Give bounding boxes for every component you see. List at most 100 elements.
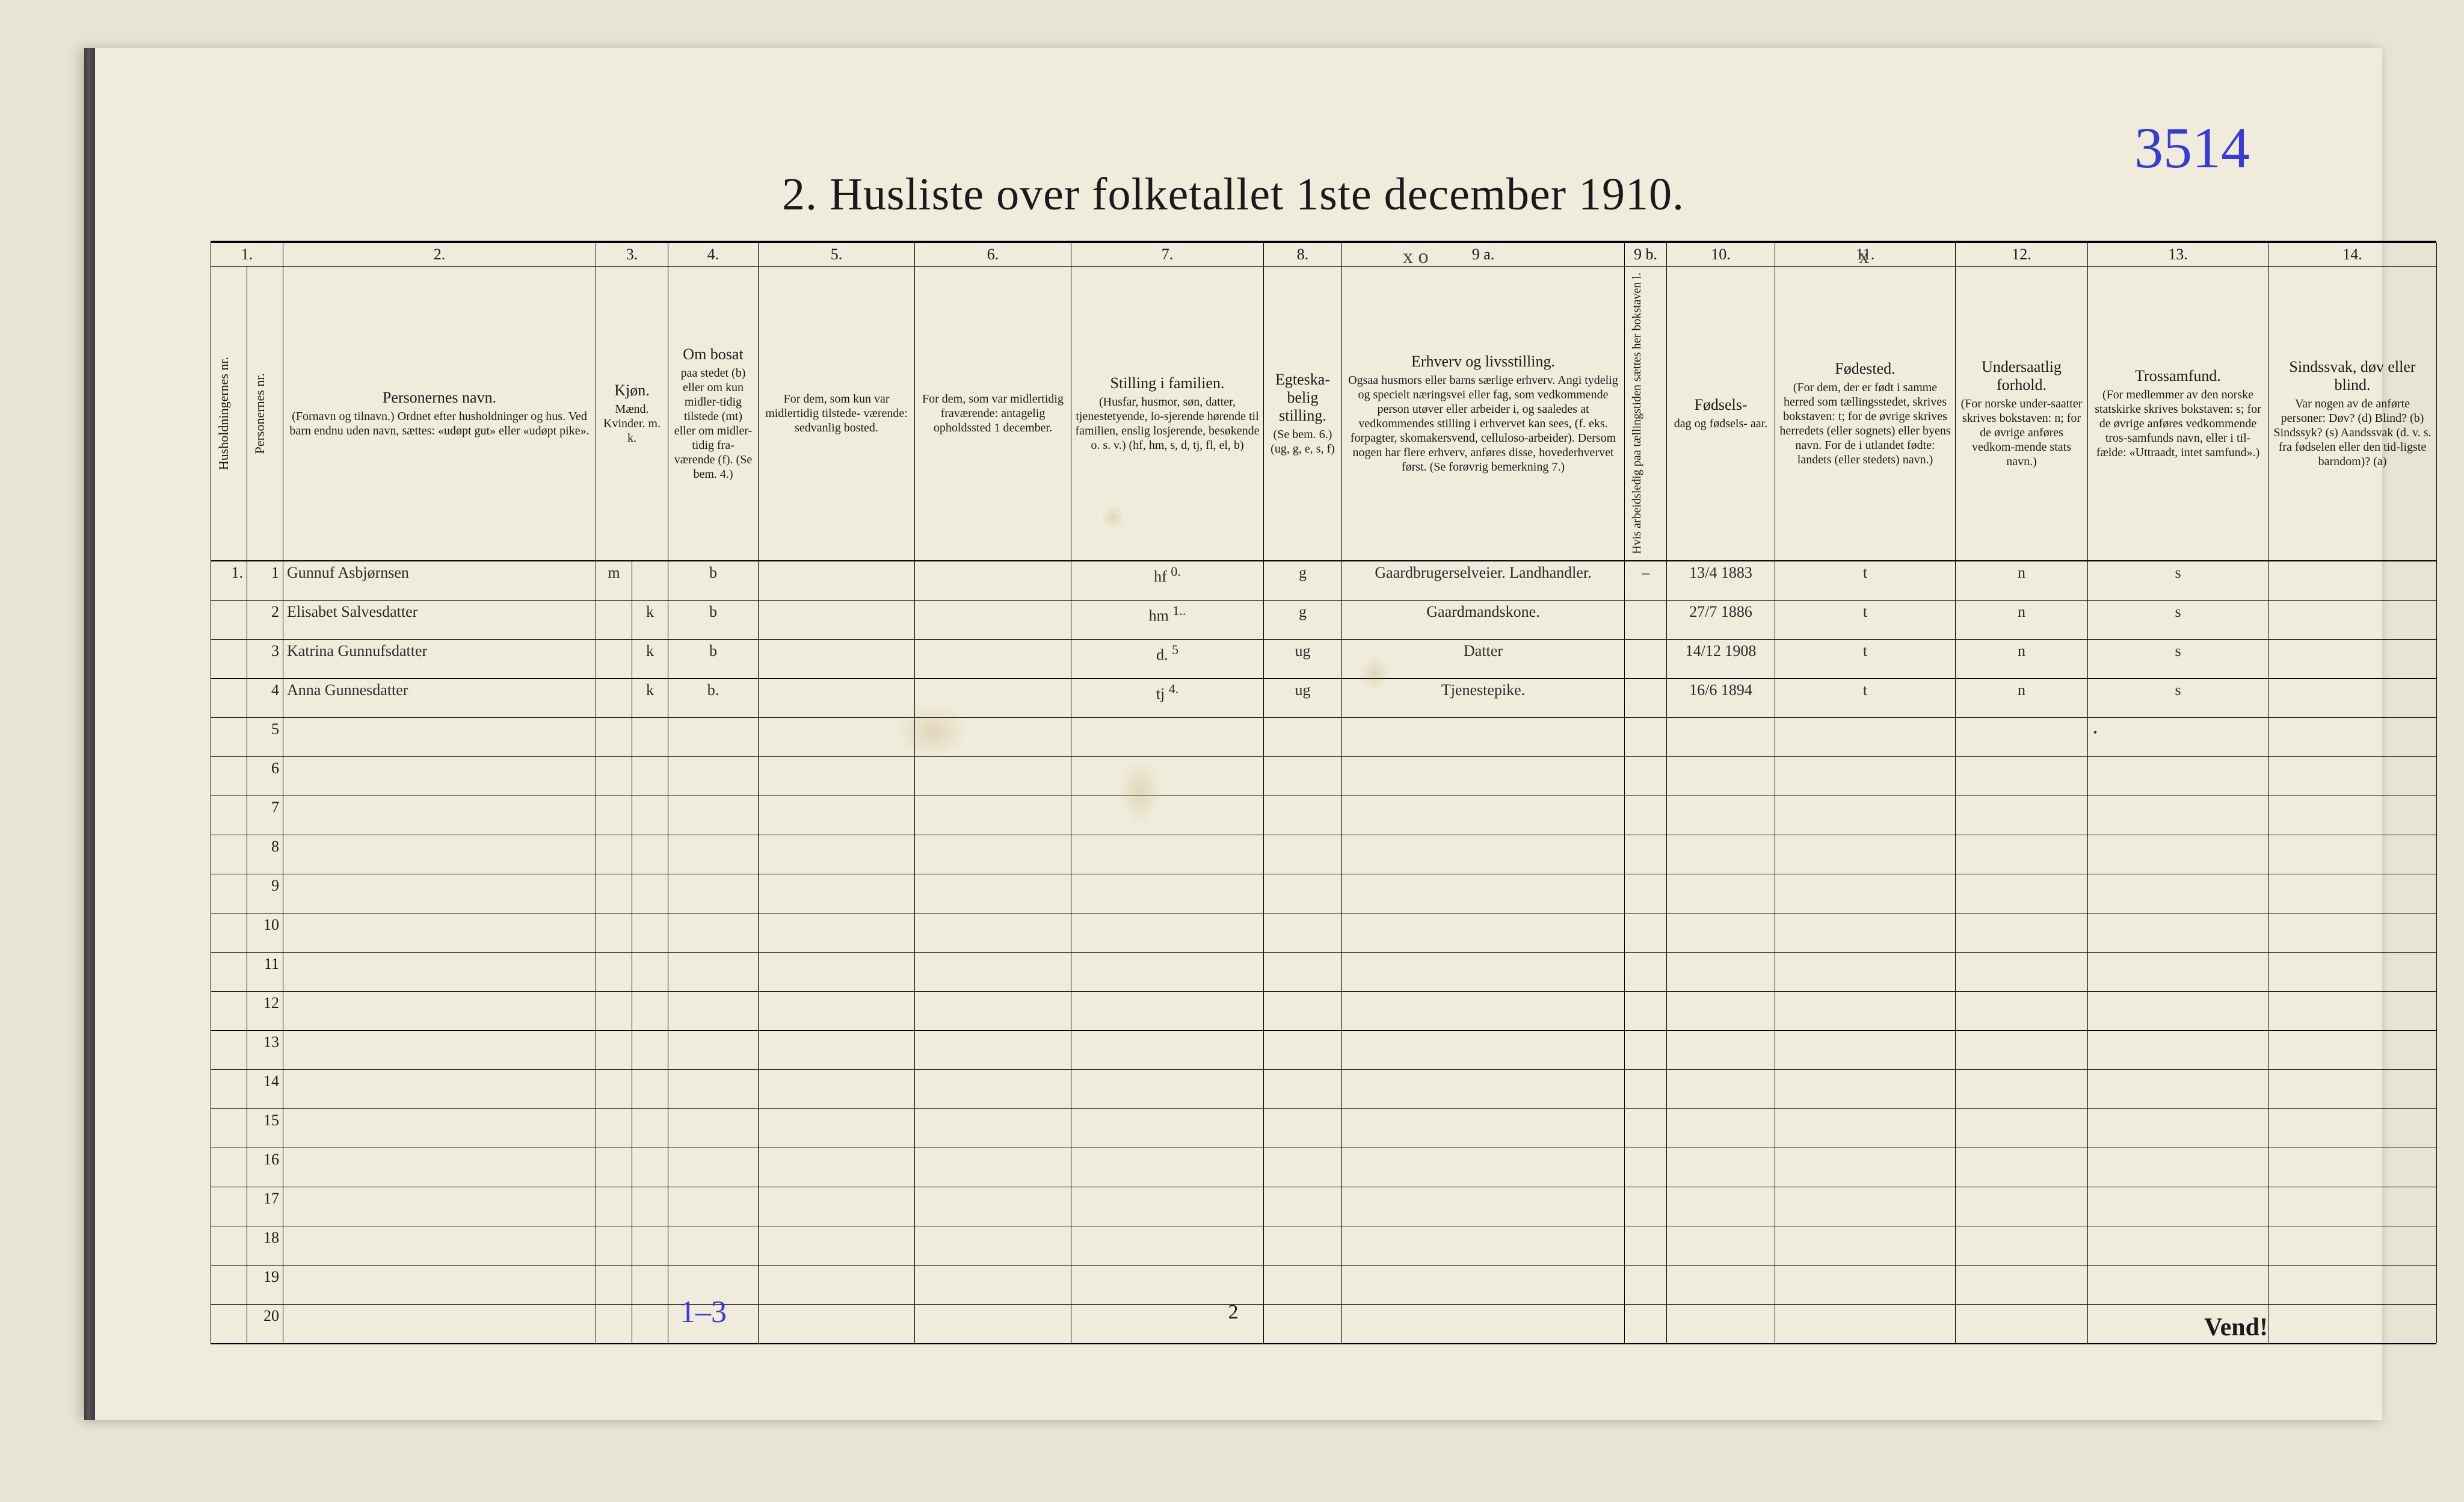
cell-empty: [1264, 717, 1342, 756]
cell-empty: [1071, 756, 1264, 796]
cell-person-nr: 12: [247, 991, 283, 1030]
cell-midlertidig-tilstede: [759, 600, 915, 639]
cell-undersaatlig: n: [1956, 561, 2088, 601]
cell-empty: [1956, 835, 2088, 874]
cell-person-nr: 17: [247, 1187, 283, 1226]
cell-empty: [632, 796, 668, 835]
header-midlertidig-tilstede: For dem, som kun var midlertidig tilsted…: [759, 266, 915, 560]
cell-empty: [759, 952, 915, 991]
cell-empty: [1775, 1265, 1956, 1304]
header-arbeidsledig: Hvis arbeidsledig paa tællingstiden sætt…: [1625, 266, 1667, 560]
cell-arbeidsledig: [1625, 678, 1667, 717]
cell-empty: [1667, 874, 1775, 913]
cell-navn: Katrina Gunnufsdatter: [283, 639, 596, 678]
table-row: 1.1Gunnuf Asbjørnsenmbhf 0.gGaardbrugers…: [211, 561, 2437, 601]
cell-empty: [2268, 991, 2437, 1030]
cell-empty: [915, 952, 1071, 991]
cell-fodselsdag: 14/12 1908: [1667, 639, 1775, 678]
cell-empty: [1667, 952, 1775, 991]
cell-empty: [1956, 1265, 2088, 1304]
table-row: 8: [211, 835, 2437, 874]
cell-empty: [1071, 991, 1264, 1030]
cell-empty: [2088, 796, 2268, 835]
cell-person-nr: 15: [247, 1108, 283, 1148]
cell-empty: [1625, 913, 1667, 952]
table-row: 17: [211, 1187, 2437, 1226]
cell-trossamfund: s: [2088, 678, 2268, 717]
cell-person-nr: 10: [247, 913, 283, 952]
cell-empty: [1667, 835, 1775, 874]
cell-empty: [1071, 952, 1264, 991]
cell-empty: [915, 991, 1071, 1030]
cell-sex-k: [632, 561, 668, 601]
cell-empty: [596, 1069, 632, 1108]
table-row: 2Elisabet Salvesdatterkbhm 1..gGaardmand…: [211, 600, 2437, 639]
cell-empty: [1264, 1069, 1342, 1108]
cell-empty: [1775, 991, 1956, 1030]
cell-erhverv: Datter: [1342, 639, 1625, 678]
header-trossamfund: Trossamfund. (For medlemmer av den norsk…: [2088, 266, 2268, 560]
cell-empty: [1264, 796, 1342, 835]
cell-empty: [1775, 835, 1956, 874]
cell-empty: [2268, 952, 2437, 991]
cell-empty: [283, 1304, 596, 1343]
cell-empty: [1342, 1069, 1625, 1108]
cell-empty: [915, 874, 1071, 913]
cell-empty: [668, 1108, 759, 1148]
cell-midlertidig-fravaerende: [915, 639, 1071, 678]
cell-navn: Anna Gunnesdatter: [283, 678, 596, 717]
cell-empty: [1342, 835, 1625, 874]
cell-empty: [283, 952, 596, 991]
cell-fodested: t: [1775, 678, 1956, 717]
cell-husholdning-nr: [211, 913, 247, 952]
cell-empty: [1264, 1108, 1342, 1148]
cell-empty: [1264, 1226, 1342, 1265]
cell-husholdning-nr: 1.: [211, 561, 247, 601]
cell-empty: [283, 874, 596, 913]
cell-empty: [2268, 1148, 2437, 1187]
cell-empty: [596, 1108, 632, 1148]
cell-empty: [2268, 717, 2437, 756]
cell-husholdning-nr: [211, 678, 247, 717]
cell-empty: [915, 1187, 1071, 1226]
cell-husholdning-nr: [211, 639, 247, 678]
census-page: 3514 2. Husliste over folketallet 1ste d…: [84, 48, 2382, 1420]
cell-empty: [759, 874, 915, 913]
cell-empty: [283, 1030, 596, 1069]
column-number-row: 1. 2. 3. 4. 5. 6. 7. 8. 9 a. 9 b. 10. 11…: [211, 243, 2437, 266]
census-table-wrap: 1. 2. 3. 4. 5. 6. 7. 8. 9 a. 9 b. 10. 11…: [211, 241, 2436, 1344]
cell-sex-k: k: [632, 639, 668, 678]
cell-empty: [915, 1069, 1071, 1108]
cell-empty: [2088, 1030, 2268, 1069]
cell-person-nr: 20: [247, 1304, 283, 1343]
cell-empty: [2088, 1069, 2268, 1108]
cell-empty: [1071, 796, 1264, 835]
header-bosat: Om bosat paa stedet (b) eller om kun mid…: [668, 266, 759, 560]
cell-empty: [596, 1265, 632, 1304]
cell-empty: [632, 1265, 668, 1304]
cell-empty: [2268, 835, 2437, 874]
col-num-7: 7.: [1071, 243, 1264, 266]
cell-empty: [668, 913, 759, 952]
table-row: 14: [211, 1069, 2437, 1108]
cell-empty: [596, 835, 632, 874]
cell-sex-m: [596, 678, 632, 717]
cell-empty: [759, 756, 915, 796]
cell-empty: [668, 1148, 759, 1187]
cell-empty: [1342, 1030, 1625, 1069]
col-num-2: 2.: [283, 243, 596, 266]
cell-person-nr: 1: [247, 561, 283, 601]
cell-empty: [915, 1108, 1071, 1148]
cell-empty: [759, 1226, 915, 1265]
cell-empty: [1956, 796, 2088, 835]
cell-empty: [1775, 1187, 1956, 1226]
table-row: 20: [211, 1304, 2437, 1343]
header-kjon: Kjøn. Mænd. Kvinder. m. k.: [596, 266, 668, 560]
cell-empty: [1342, 1265, 1625, 1304]
cell-empty: [1625, 1265, 1667, 1304]
cell-empty: [1071, 1226, 1264, 1265]
cell-husholdning-nr: [211, 1187, 247, 1226]
table-row: 19: [211, 1265, 2437, 1304]
cell-empty: [283, 1069, 596, 1108]
cell-midlertidig-fravaerende: [915, 678, 1071, 717]
